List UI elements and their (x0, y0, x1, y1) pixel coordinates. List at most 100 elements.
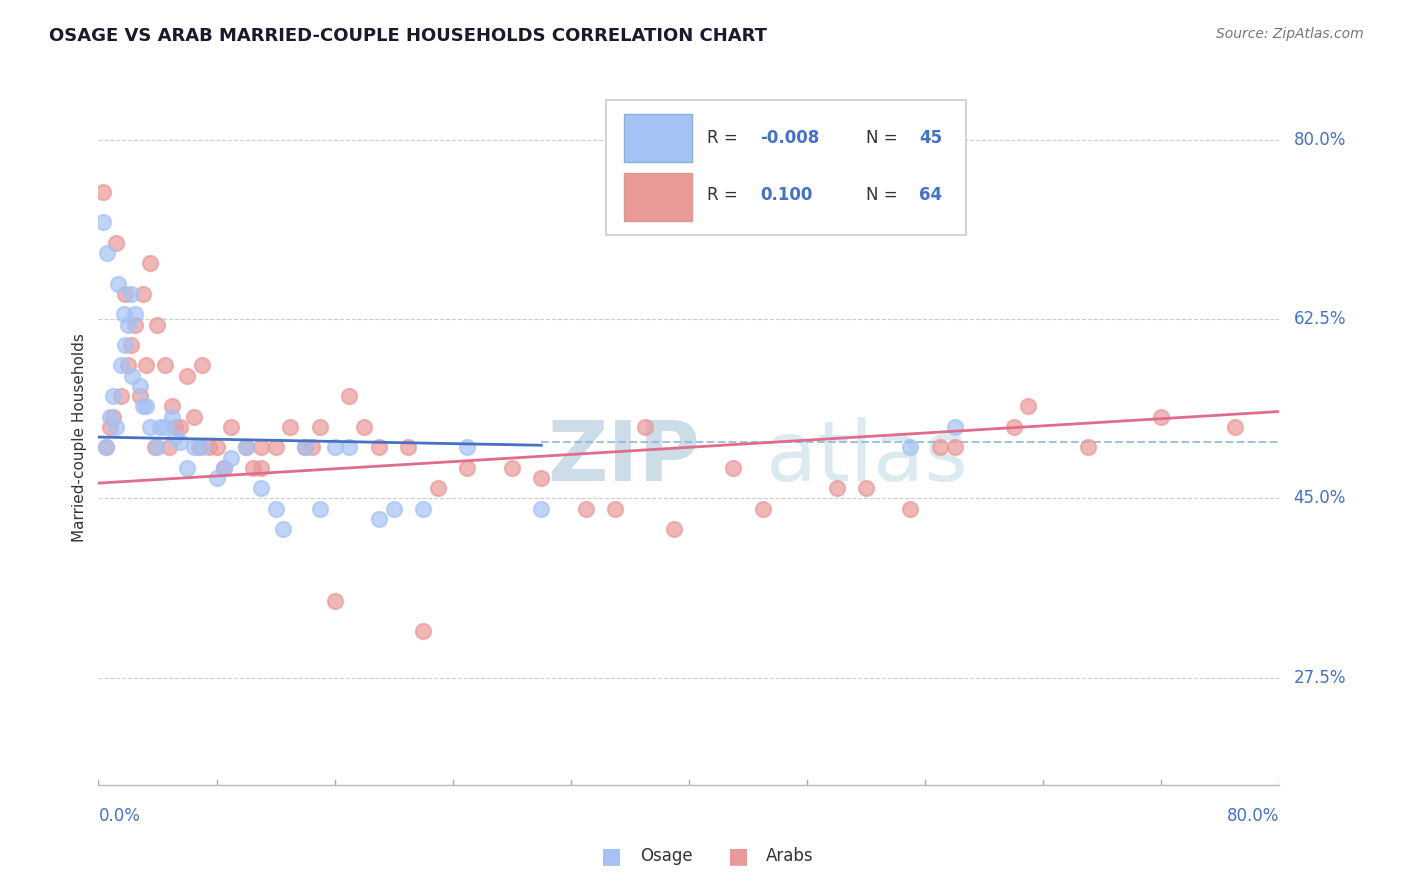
Point (120, 286, 142, 301)
Point (107, 277, 129, 291)
Point (103, 389, 125, 403)
Text: 27.5%: 27.5% (1294, 668, 1346, 687)
Point (323, 594, 346, 608)
Point (235, 440, 257, 454)
Point (165, 420, 187, 434)
Point (382, 501, 405, 516)
Point (943, 420, 966, 434)
Point (250, 460, 273, 475)
Point (301, 440, 323, 454)
Text: -0.008: -0.008 (759, 129, 820, 147)
Point (146, 440, 169, 454)
Point (191, 359, 214, 373)
Point (1002, 420, 1025, 434)
Text: 45: 45 (920, 129, 942, 147)
Text: ■: ■ (728, 847, 748, 866)
Point (396, 440, 419, 454)
Point (212, 460, 235, 475)
Point (149, 420, 172, 434)
Point (94, 440, 117, 454)
Point (117, 359, 139, 373)
Point (219, 450, 243, 465)
Point (198, 440, 221, 454)
Point (139, 420, 162, 434)
Text: OSAGE VS ARAB MARRIED-COUPLE HOUSEHOLDS CORRELATION CHART: OSAGE VS ARAB MARRIED-COUPLE HOUSEHOLDS … (49, 27, 768, 45)
Point (368, 440, 391, 454)
Point (183, 409, 205, 424)
Point (605, 501, 627, 516)
Point (187, 440, 209, 454)
Text: N =: N = (866, 186, 903, 204)
Point (94, 440, 117, 454)
Text: R =: R = (707, 129, 742, 147)
FancyBboxPatch shape (624, 173, 693, 221)
Point (135, 359, 157, 373)
Point (110, 359, 132, 373)
Point (117, 318, 139, 332)
Point (98, 420, 121, 434)
Point (368, 512, 391, 526)
Point (250, 481, 273, 495)
Point (112, 307, 135, 321)
Point (124, 307, 146, 321)
Point (105, 235, 128, 250)
Point (1223, 420, 1246, 434)
Text: Source: ZipAtlas.com: Source: ZipAtlas.com (1216, 27, 1364, 41)
Point (219, 420, 243, 434)
Point (205, 471, 228, 485)
Point (900, 501, 922, 516)
FancyBboxPatch shape (606, 100, 966, 235)
Text: Arabs: Arabs (766, 847, 814, 865)
Point (928, 440, 950, 454)
Text: 80.0%: 80.0% (1227, 807, 1279, 825)
Point (664, 522, 686, 536)
Point (530, 501, 553, 516)
Point (294, 440, 316, 454)
Point (124, 318, 146, 332)
Text: N =: N = (866, 129, 903, 147)
Point (1150, 409, 1173, 424)
Point (103, 409, 125, 424)
Point (855, 481, 877, 495)
Point (120, 338, 142, 352)
Text: ■: ■ (602, 847, 621, 866)
FancyBboxPatch shape (624, 113, 693, 162)
Point (250, 440, 273, 454)
Point (135, 400, 157, 414)
Point (205, 440, 228, 454)
Point (412, 624, 434, 639)
Text: 80.0%: 80.0% (1294, 131, 1346, 149)
Point (132, 286, 155, 301)
Point (943, 440, 966, 454)
Text: Osage: Osage (640, 847, 692, 865)
Point (212, 460, 235, 475)
Point (139, 256, 162, 270)
Point (169, 420, 191, 434)
Point (235, 440, 257, 454)
Point (323, 440, 346, 454)
Point (723, 460, 745, 475)
Point (153, 420, 176, 434)
Point (91, 185, 114, 199)
Point (176, 460, 198, 475)
Point (294, 440, 316, 454)
Point (456, 460, 478, 475)
Text: 62.5%: 62.5% (1294, 310, 1346, 328)
Point (574, 501, 596, 516)
Point (169, 435, 191, 450)
Point (153, 359, 176, 373)
Point (264, 440, 287, 454)
Point (900, 440, 922, 454)
Point (530, 471, 553, 485)
Point (143, 440, 166, 454)
Point (162, 409, 183, 424)
Text: 0.100: 0.100 (759, 186, 813, 204)
Point (121, 368, 143, 383)
Point (91, 215, 114, 229)
Point (162, 400, 183, 414)
Point (165, 430, 187, 444)
Point (337, 440, 360, 454)
Point (128, 379, 150, 393)
Point (264, 501, 287, 516)
Point (157, 440, 180, 454)
